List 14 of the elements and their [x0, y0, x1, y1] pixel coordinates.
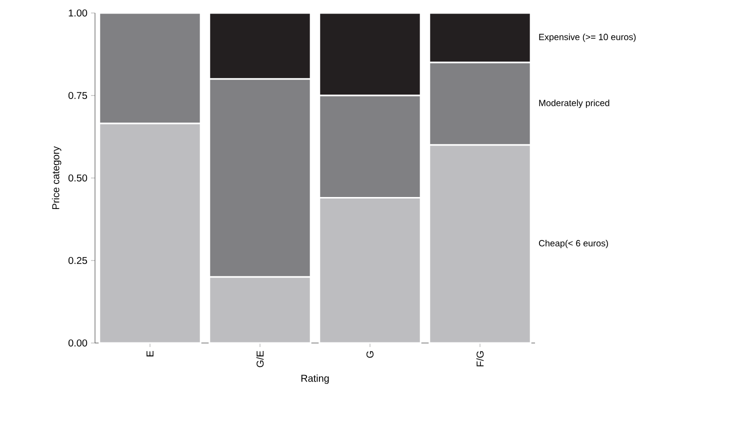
- x-axis-title: Rating: [301, 374, 329, 384]
- series-label: Moderately priced: [539, 100, 610, 108]
- x-tick-label: G/E: [256, 350, 264, 368]
- y-tick-label: 1.00: [68, 9, 88, 17]
- series-label: Expensive (>= 10 euros): [539, 34, 636, 42]
- x-tick-label: F/G: [476, 351, 484, 366]
- y-tick-label: 0.25: [68, 256, 88, 264]
- y-axis-title: Price category: [52, 146, 62, 210]
- x-tick-label: G: [366, 351, 374, 358]
- y-tick-label: 0.75: [68, 92, 88, 100]
- series-label: Cheap(< 6 euros): [538, 240, 608, 248]
- y-tick-label: 0.50: [68, 174, 88, 182]
- y-tick-label: 0.00: [68, 339, 88, 347]
- x-tick-label: E: [146, 350, 154, 356]
